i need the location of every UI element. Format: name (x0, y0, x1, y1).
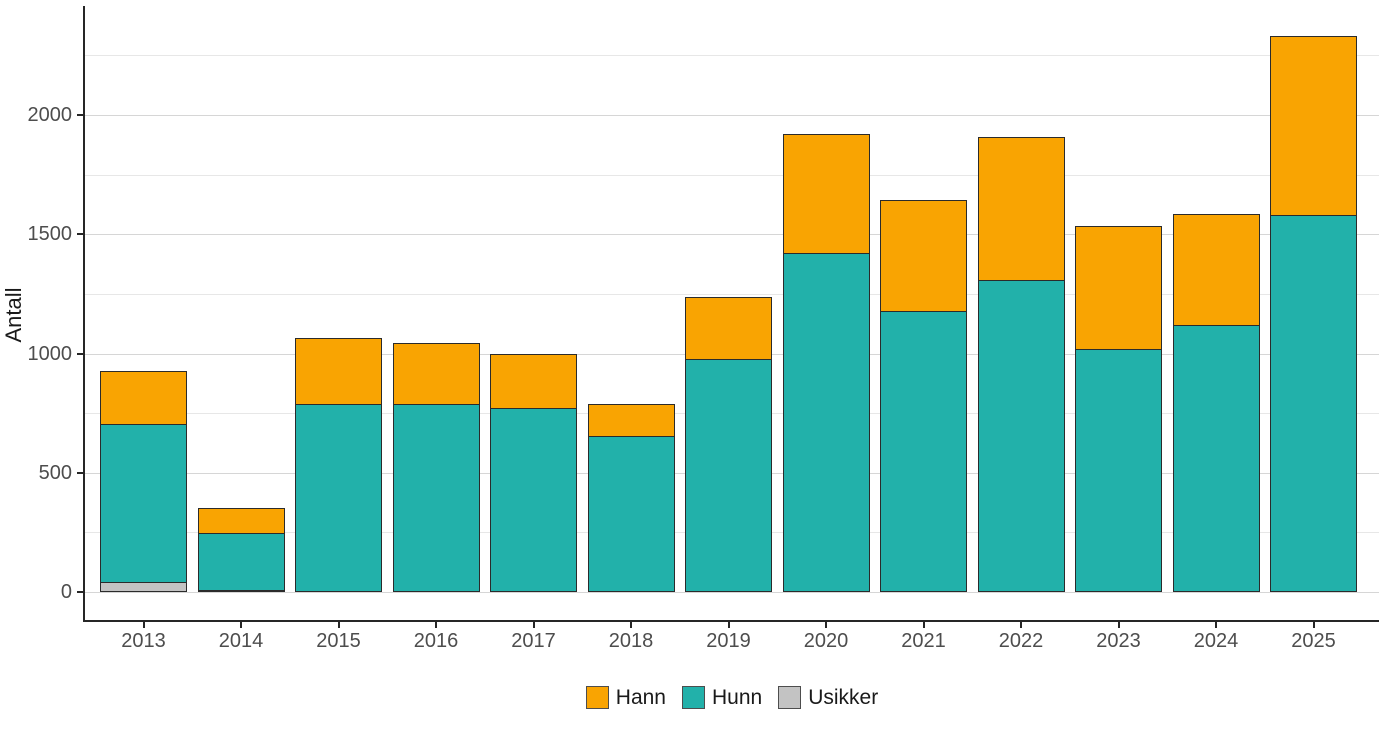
bar-2014 (197, 508, 285, 592)
y-tick-label: 1000 (27, 342, 73, 365)
bar-2017 (490, 354, 577, 592)
y-tick-mark (77, 352, 84, 355)
bar-segment-hann (685, 297, 772, 360)
y-tick-label: 500 (38, 461, 72, 484)
x-tick-mark (435, 622, 437, 628)
x-tick-mark (1215, 622, 1217, 628)
bar-segment-hunn (197, 533, 285, 591)
bar-segment-hann (880, 200, 967, 312)
bar-segment-hann (490, 354, 577, 409)
x-tick-label-2024: 2024 (1193, 630, 1239, 652)
bar-segment-hann (197, 508, 285, 534)
bar-segment-hann (782, 134, 870, 254)
x-tick-mark (532, 622, 535, 628)
bar-2016 (392, 343, 480, 592)
x-tick-mark (1117, 622, 1120, 628)
bar-segment-hunn (782, 253, 870, 592)
x-tick-mark (240, 622, 242, 628)
bar-segment-hann (587, 404, 675, 437)
legend-label: Usikker (808, 686, 879, 709)
x-tick-mark (825, 622, 827, 628)
bar-segment-hann (1172, 214, 1260, 326)
legend-label: Hann (615, 686, 666, 709)
bar-segment-hunn (977, 280, 1065, 592)
x-tick-mark (630, 622, 632, 628)
bar-2023 (1075, 226, 1162, 592)
x-tick-label-2016: 2016 (413, 630, 459, 652)
bar-segment-hunn (392, 404, 480, 592)
bar-segment-hann (977, 137, 1065, 281)
y-tick-mark (77, 591, 84, 593)
gridline-major (85, 115, 1379, 116)
legend-label: Hunn (711, 686, 763, 709)
bar-segment-hunn (490, 408, 577, 592)
x-tick-label-2020: 2020 (803, 630, 849, 652)
bar-2021 (880, 200, 967, 592)
plot-panel (85, 6, 1379, 621)
x-tick-label-2021: 2021 (901, 630, 946, 652)
bar-segment-hann (100, 371, 187, 425)
gridline-major (85, 234, 1379, 236)
x-tick-label-2022: 2022 (998, 630, 1044, 652)
bar-segment-hann (392, 343, 480, 405)
x-tick-mark (1312, 622, 1315, 628)
bar-segment-hunn (880, 311, 967, 592)
y-tick-label: 0 (60, 581, 72, 603)
bar-segment-hann (1075, 226, 1162, 350)
bar-segment-hunn (1075, 349, 1162, 592)
x-tick-label-2018: 2018 (608, 630, 654, 652)
bar-segment-usikker (100, 582, 187, 592)
gridline-minor (85, 174, 1379, 176)
bar-segment-hunn (587, 436, 675, 592)
legend-item-usikker: Usikker (778, 686, 878, 709)
y-tick-mark (77, 233, 84, 236)
bar-2013 (100, 371, 187, 592)
legend-swatch-hann (585, 686, 609, 709)
bar-segment-hann (295, 338, 382, 405)
bar-segment-hunn (1172, 325, 1260, 592)
gridline-major (85, 592, 1379, 593)
x-tick-label-2019: 2019 (706, 630, 751, 652)
x-tick-label-2025: 2025 (1291, 630, 1336, 652)
x-tick-mark (337, 622, 340, 628)
y-axis-line (83, 6, 85, 621)
bar-2024 (1172, 214, 1260, 592)
x-tick-mark (142, 622, 145, 628)
legend-swatch-hunn (681, 686, 705, 709)
bar-2022 (977, 137, 1065, 592)
bar-segment-hunn (100, 424, 187, 583)
bar-segment-hunn (295, 404, 382, 592)
y-tick-label: 1500 (27, 223, 73, 246)
x-tick-mark (727, 622, 730, 628)
x-tick-label-2014: 2014 (218, 630, 264, 652)
bar-segment-hunn (1270, 215, 1357, 592)
bar-2025 (1270, 36, 1357, 592)
gridline-minor (85, 293, 1379, 295)
bar-2015 (295, 338, 382, 592)
legend-item-hunn: Hunn (681, 686, 763, 709)
y-tick-label: 2000 (27, 104, 73, 126)
bar-segment-hunn (685, 359, 772, 592)
x-tick-mark (922, 622, 925, 628)
x-tick-label-2015: 2015 (316, 630, 361, 652)
gridline-minor (85, 55, 1379, 57)
x-tick-label-2017: 2017 (511, 630, 556, 652)
bar-2020 (782, 134, 870, 592)
y-tick-mark (77, 114, 84, 116)
x-tick-mark (1020, 622, 1022, 628)
y-tick-mark (77, 471, 84, 474)
x-tick-label-2013: 2013 (121, 630, 166, 652)
legend-item-hann: Hann (585, 686, 666, 709)
legend-swatch-usikker (778, 686, 802, 709)
bar-segment-usikker (197, 590, 285, 592)
bar-segment-hann (1270, 36, 1357, 216)
bar-2018 (587, 404, 675, 592)
x-tick-label-2023: 2023 (1096, 630, 1141, 652)
legend: Hann Hunn Usikker (85, 686, 1379, 709)
bar-2019 (685, 297, 772, 592)
x-axis-line (83, 620, 1379, 622)
